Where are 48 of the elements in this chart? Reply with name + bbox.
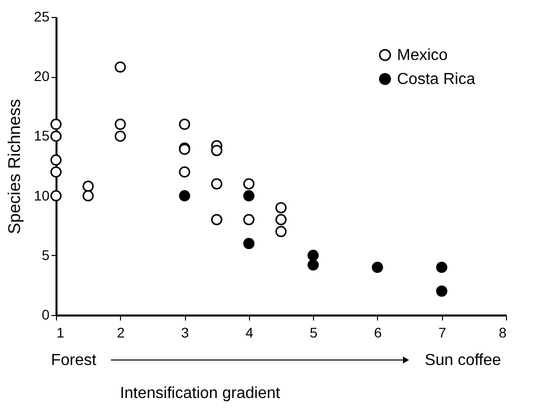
point: [50, 190, 62, 202]
point: [211, 178, 222, 190]
point: [436, 286, 448, 297]
x-tick-label: 2: [116, 324, 125, 340]
point: [50, 154, 62, 166]
legend-label: Mexico: [397, 47, 448, 64]
y-tick-label: 25: [34, 8, 50, 24]
point: [243, 190, 254, 202]
point: [178, 190, 190, 202]
point: [243, 178, 254, 190]
x-axis-title: Intensification gradient: [120, 385, 281, 402]
point: [50, 166, 62, 178]
point: [82, 190, 94, 202]
legend-label: Costa Rica: [397, 71, 476, 88]
point: [50, 118, 62, 130]
x-tick-label: 8: [498, 324, 507, 340]
x-tick-label: 6: [374, 324, 382, 340]
x-tick-label: 3: [181, 324, 190, 340]
text: Forest: [51, 352, 97, 369]
y-tick-label: 20: [34, 68, 50, 84]
point: [50, 130, 62, 142]
y-axis-title: Species Richness: [4, 98, 24, 234]
point: [275, 202, 287, 214]
x-tick-label: 1: [56, 324, 64, 340]
point: [211, 144, 222, 156]
x-tick-label: 7: [438, 324, 446, 340]
point: [178, 118, 190, 130]
point: [308, 250, 319, 262]
point: [275, 226, 287, 238]
point: [308, 259, 319, 271]
point: [211, 214, 222, 226]
y-tick-label: 15: [34, 128, 50, 144]
x-tick-label: 4: [245, 324, 254, 340]
point: [114, 61, 126, 73]
x-tick-label: 5: [310, 324, 318, 340]
point: [114, 130, 126, 142]
y-tick-label: 10: [34, 187, 50, 204]
point: [436, 262, 448, 273]
point: [82, 180, 94, 192]
point: [243, 214, 254, 226]
point: [372, 262, 384, 273]
point: [178, 166, 190, 178]
y-tick-label: 5: [42, 246, 50, 263]
point: [275, 214, 287, 226]
point: [114, 118, 126, 130]
point: [243, 238, 254, 250]
text: Sun coffee: [424, 352, 502, 369]
y-tick-label: 0: [42, 306, 50, 322]
